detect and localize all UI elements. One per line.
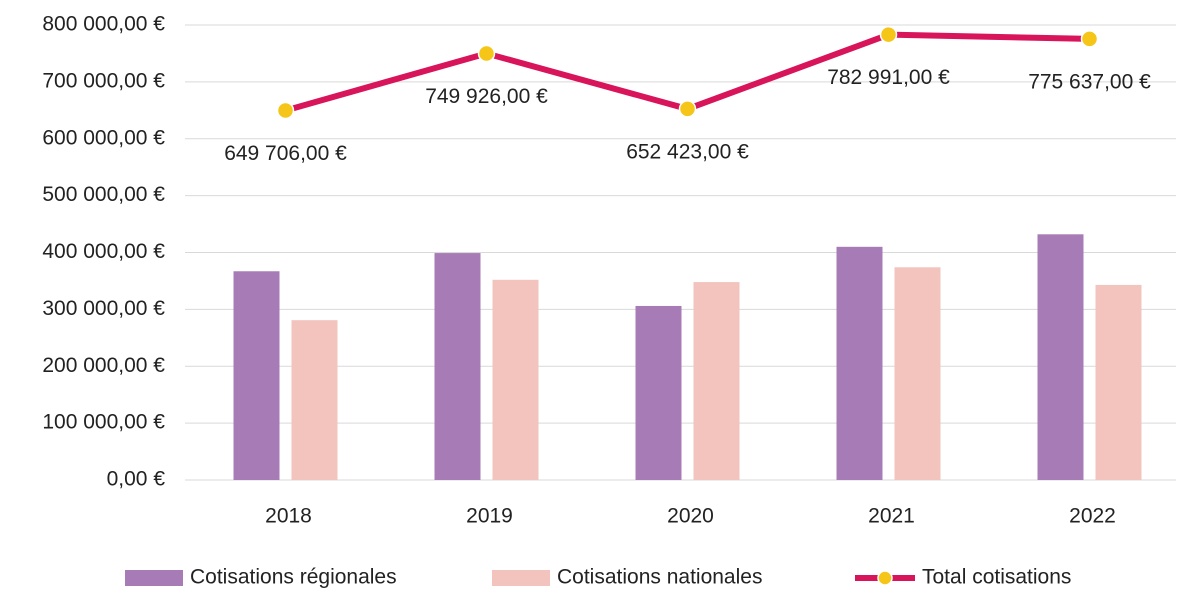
legend-swatch xyxy=(125,570,183,586)
y-tick-label: 0,00 € xyxy=(107,468,166,491)
data-label: 775 637,00 € xyxy=(1028,70,1151,93)
marker xyxy=(276,101,295,120)
data-label: 652 423,00 € xyxy=(626,140,749,163)
bar xyxy=(291,320,338,480)
marker xyxy=(1080,30,1099,48)
bar xyxy=(233,271,280,480)
y-tick-label: 500 000,00 € xyxy=(42,183,165,206)
bar xyxy=(693,282,740,480)
x-tick-label: 2020 xyxy=(667,505,714,528)
legend-label: Total cotisations xyxy=(922,566,1071,589)
x-tick-label: 2021 xyxy=(868,505,915,528)
marker xyxy=(477,44,496,63)
bar xyxy=(492,279,539,480)
legend-marker xyxy=(877,570,893,586)
x-tick-label: 2022 xyxy=(1069,505,1116,528)
y-tick-label: 600 000,00 € xyxy=(42,126,165,149)
bar xyxy=(894,267,941,480)
bar xyxy=(1095,284,1142,480)
y-tick-label: 400 000,00 € xyxy=(42,240,165,263)
bar xyxy=(635,305,682,480)
data-label: 782 991,00 € xyxy=(827,66,950,89)
data-label: 649 706,00 € xyxy=(224,142,347,165)
marker xyxy=(879,25,898,44)
y-tick-label: 800 000,00 € xyxy=(42,13,165,36)
bar xyxy=(434,253,481,480)
legend-label: Cotisations régionales xyxy=(190,566,397,589)
legend-swatch xyxy=(492,570,550,586)
bar xyxy=(1037,234,1084,480)
bar xyxy=(836,246,883,480)
line xyxy=(284,31,1090,114)
x-tick-label: 2019 xyxy=(466,505,513,528)
marker xyxy=(678,100,697,118)
y-tick-label: 100 000,00 € xyxy=(42,411,165,434)
data-label: 749 926,00 € xyxy=(425,85,548,108)
y-tick-label: 300 000,00 € xyxy=(42,297,165,320)
x-tick-label: 2018 xyxy=(265,505,312,528)
y-tick-label: 200 000,00 € xyxy=(42,354,165,377)
y-tick-label: 700 000,00 € xyxy=(42,69,165,92)
legend-label: Cotisations nationales xyxy=(557,566,762,589)
